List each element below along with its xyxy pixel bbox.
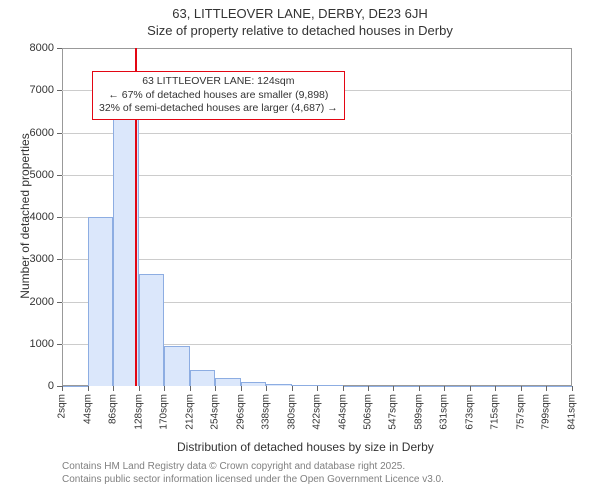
annotation-line1: 63 LITTLEOVER LANE: 124sqm: [99, 75, 338, 89]
histogram-bar: [343, 386, 369, 387]
xtick-label: 254sqm: [210, 394, 221, 430]
histogram-bar: [241, 382, 267, 386]
xtick-mark: [444, 386, 445, 391]
histogram-bar: [266, 384, 292, 386]
ytick-label: 6000: [14, 127, 54, 139]
ytick-mark: [57, 175, 62, 176]
histogram-bar: [88, 217, 114, 386]
histogram-bar: [139, 274, 165, 386]
xtick-mark: [546, 386, 547, 391]
ytick-label: 1000: [14, 338, 54, 350]
histogram-bar: [317, 385, 343, 386]
histogram-bar: [419, 386, 445, 387]
histogram-bar: [292, 385, 318, 386]
ytick-mark: [57, 217, 62, 218]
xtick-mark: [343, 386, 344, 391]
histogram-bar: [164, 346, 190, 386]
xtick-label: 86sqm: [108, 394, 119, 424]
histogram-bar: [368, 386, 394, 387]
ytick-mark: [57, 48, 62, 49]
xtick-label: 464sqm: [337, 394, 348, 430]
xtick-mark: [215, 386, 216, 391]
histogram-bar: [495, 386, 521, 387]
ytick-mark: [57, 90, 62, 91]
chart-container: 63, LITTLEOVER LANE, DERBY, DE23 6JH Siz…: [0, 0, 600, 500]
xtick-mark: [393, 386, 394, 391]
ytick-mark: [57, 302, 62, 303]
ytick-mark: [57, 259, 62, 260]
xtick-mark: [419, 386, 420, 391]
histogram-bar: [470, 386, 496, 387]
footer-attribution: Contains HM Land Registry data © Crown c…: [62, 460, 444, 486]
xtick-mark: [292, 386, 293, 391]
xtick-label: 212sqm: [184, 394, 195, 430]
ytick-label: 4000: [14, 211, 54, 223]
xtick-label: 338sqm: [261, 394, 272, 430]
xtick-mark: [113, 386, 114, 391]
xtick-mark: [139, 386, 140, 391]
histogram-bar: [546, 386, 572, 387]
annotation-line2: ← 67% of detached houses are smaller (9,…: [99, 89, 338, 103]
xtick-label: 757sqm: [515, 394, 526, 430]
ytick-label: 7000: [14, 84, 54, 96]
xtick-label: 799sqm: [541, 394, 552, 430]
ytick-mark: [57, 133, 62, 134]
xtick-label: 2sqm: [57, 394, 68, 418]
chart-title-line2: Size of property relative to detached ho…: [0, 23, 600, 40]
xtick-label: 715sqm: [490, 394, 501, 430]
footer-line2: Contains public sector information licen…: [62, 473, 444, 486]
histogram-bar: [190, 370, 216, 386]
xtick-mark: [164, 386, 165, 391]
xtick-label: 589sqm: [413, 394, 424, 430]
ytick-mark: [57, 344, 62, 345]
annotation-box: 63 LITTLEOVER LANE: 124sqm← 67% of detac…: [92, 71, 345, 120]
xtick-label: 128sqm: [133, 394, 144, 430]
histogram-bar: [393, 386, 419, 387]
xtick-mark: [88, 386, 89, 391]
annotation-line3: 32% of semi-detached houses are larger (…: [99, 102, 338, 116]
xtick-mark: [521, 386, 522, 391]
xtick-mark: [62, 386, 63, 391]
histogram-bar: [521, 386, 547, 387]
xtick-label: 380sqm: [286, 394, 297, 430]
footer-line1: Contains HM Land Registry data © Crown c…: [62, 460, 444, 473]
xtick-label: 631sqm: [439, 394, 450, 430]
xtick-label: 673sqm: [464, 394, 475, 430]
ytick-label: 8000: [14, 42, 54, 54]
xtick-label: 170sqm: [159, 394, 170, 430]
xtick-mark: [470, 386, 471, 391]
xtick-label: 506sqm: [363, 394, 374, 430]
xtick-label: 841sqm: [567, 394, 578, 430]
xtick-label: 44sqm: [82, 394, 93, 424]
x-axis-label: Distribution of detached houses by size …: [177, 440, 434, 454]
ytick-label: 3000: [14, 253, 54, 265]
ytick-label: 5000: [14, 169, 54, 181]
histogram-bar: [444, 386, 470, 387]
chart-title-line1: 63, LITTLEOVER LANE, DERBY, DE23 6JH: [0, 0, 600, 23]
histogram-bar: [215, 378, 241, 386]
ytick-label: 2000: [14, 296, 54, 308]
xtick-label: 422sqm: [312, 394, 323, 430]
xtick-mark: [266, 386, 267, 391]
xtick-mark: [241, 386, 242, 391]
xtick-label: 296sqm: [235, 394, 246, 430]
xtick-mark: [572, 386, 573, 391]
xtick-mark: [317, 386, 318, 391]
xtick-mark: [190, 386, 191, 391]
xtick-mark: [495, 386, 496, 391]
histogram-bar: [62, 386, 88, 387]
xtick-label: 547sqm: [388, 394, 399, 430]
ytick-label: 0: [14, 380, 54, 392]
xtick-mark: [368, 386, 369, 391]
